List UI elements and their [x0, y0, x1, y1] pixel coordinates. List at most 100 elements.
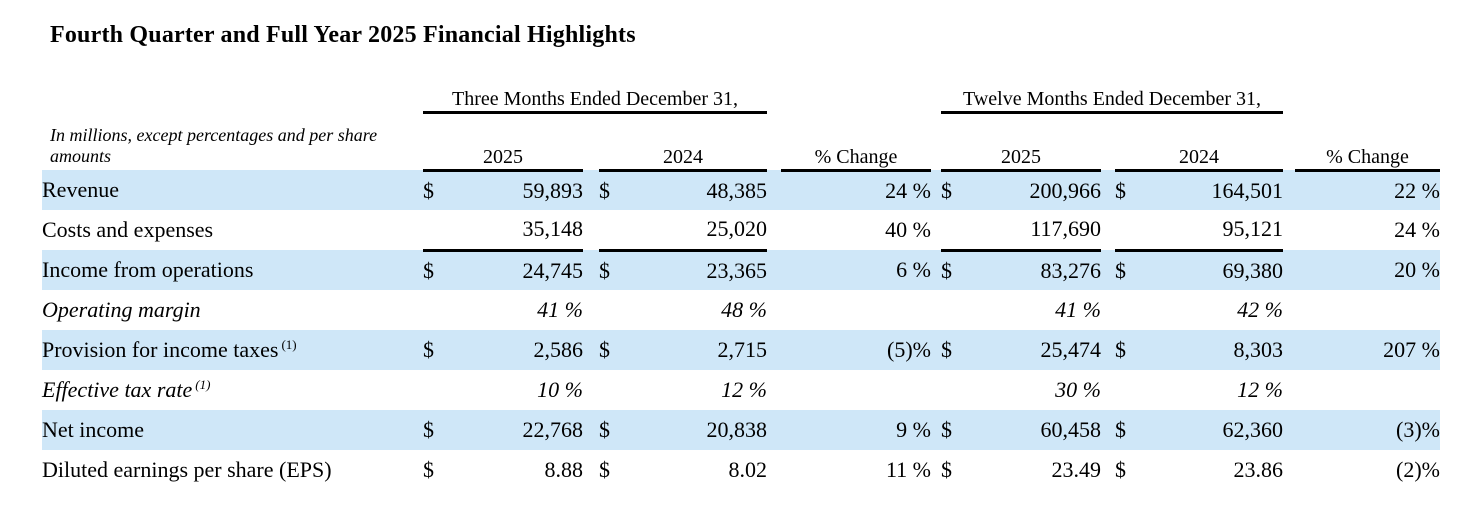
- row-label-text: Effective tax rate: [42, 377, 193, 402]
- pct-change-cell: (2)%: [1396, 457, 1440, 482]
- spacer: [42, 80, 423, 112]
- spacer: [1101, 410, 1115, 450]
- spacer: [931, 170, 941, 210]
- spacer: [931, 112, 941, 170]
- spacer: [583, 450, 599, 490]
- currency-symbol: $: [941, 330, 973, 370]
- value-cell: 83,276: [973, 250, 1101, 290]
- value-cell: 48,385: [631, 170, 767, 210]
- spacer: [931, 370, 941, 410]
- currency-symbol: $: [599, 457, 610, 482]
- pct-change-cell: 207 %: [1295, 330, 1440, 370]
- row-label: Diluted earnings per share (EPS): [42, 457, 332, 482]
- value-cell: 12 %: [1237, 377, 1283, 402]
- group-header-three-months: Three Months Ended December 31,: [423, 80, 767, 114]
- row-label: Revenue: [42, 170, 423, 210]
- column-header-row: In millions, except percentages and per …: [42, 112, 1440, 172]
- value-cell: 20,838: [631, 410, 767, 450]
- value-cell: 8.02: [728, 457, 768, 482]
- spacer: [1101, 290, 1115, 330]
- row-label-text: Provision for income taxes: [42, 337, 279, 362]
- footnote-marker: (1): [281, 336, 297, 352]
- currency-symbol: [599, 290, 631, 330]
- value-cell: 25,020: [631, 210, 767, 252]
- value-cell: 23.49: [1051, 457, 1102, 482]
- currency-symbol: [423, 290, 455, 330]
- table-row-income-from-operations: Income from operations $ 24,745 $ 23,365…: [42, 250, 1440, 290]
- currency-symbol: $: [599, 410, 631, 450]
- value-cell: 2,586: [455, 330, 583, 370]
- table-row-revenue: Revenue $ 59,893 $ 48,385 24 % $ 200,966…: [42, 170, 1440, 210]
- currency-symbol: $: [423, 457, 434, 482]
- currency-symbol: [941, 290, 973, 330]
- table-row-net-income: Net income $ 22,768 $ 20,838 9 % $ 60,45…: [42, 410, 1440, 450]
- pct-change-cell: 6 %: [781, 250, 931, 290]
- currency-symbol: [1115, 210, 1147, 252]
- spacer: [781, 80, 931, 112]
- currency-symbol: $: [1115, 410, 1147, 450]
- spacer: [1283, 170, 1295, 210]
- spacer: [1283, 290, 1295, 330]
- financial-highlights-table: Three Months Ended December 31, Twelve M…: [42, 80, 1440, 490]
- currency-symbol: $: [423, 330, 455, 370]
- currency-symbol: $: [1115, 330, 1147, 370]
- row-label: Effective tax rate (1): [42, 370, 423, 410]
- currency-symbol: [599, 370, 631, 410]
- spacer: [931, 410, 941, 450]
- value-cell: 48 %: [721, 297, 767, 322]
- pct-change-cell: [1295, 370, 1440, 410]
- value-cell: 8.88: [544, 457, 584, 482]
- value-cell: 24,745: [455, 250, 583, 290]
- spacer: [1283, 112, 1295, 170]
- currency-symbol: $: [941, 170, 973, 210]
- spacer: [767, 290, 781, 330]
- value-cell: 164,501: [1147, 170, 1283, 210]
- row-label: Provision for income taxes (1): [42, 330, 423, 370]
- col-header-2025-fy: 2025: [941, 112, 1101, 172]
- value-cell: 35,148: [455, 210, 583, 252]
- currency-symbol: [1115, 290, 1147, 330]
- col-header-2024-fy: 2024: [1115, 112, 1283, 172]
- spacer: [583, 330, 599, 370]
- spacer: [1283, 210, 1295, 250]
- spacer: [1283, 330, 1295, 370]
- spacer: [767, 112, 781, 170]
- currency-symbol: $: [941, 250, 973, 290]
- spacer: [767, 210, 781, 250]
- currency-symbol: $: [423, 410, 455, 450]
- units-note: In millions, except percentages and per …: [50, 124, 378, 166]
- pct-change-cell: [1295, 290, 1440, 330]
- value-cell: 117,690: [973, 210, 1101, 252]
- spacer: [767, 450, 781, 490]
- table-row-operating-margin: Operating margin 41 % 48 % 41 % 42 %: [42, 290, 1440, 330]
- spacer: [1283, 370, 1295, 410]
- currency-symbol: $: [599, 250, 631, 290]
- pct-change-cell: (3)%: [1295, 410, 1440, 450]
- spacer: [1101, 330, 1115, 370]
- value-cell: 12 %: [721, 377, 767, 402]
- currency-symbol: [1115, 370, 1147, 410]
- spacer: [1101, 370, 1115, 410]
- value-cell: 59,893: [455, 170, 583, 210]
- pct-change-cell: 11 %: [885, 457, 931, 482]
- spacer: [767, 250, 781, 290]
- value-cell: 22,768: [455, 410, 583, 450]
- page-title: Fourth Quarter and Full Year 2025 Financ…: [50, 22, 636, 48]
- pct-change-cell: (5)%: [781, 330, 931, 370]
- table-row-provision-for-income-taxes: Provision for income taxes (1) $ 2,586 $ …: [42, 330, 1440, 370]
- group-header-twelve-months: Twelve Months Ended December 31,: [941, 80, 1283, 114]
- spacer: [583, 210, 599, 250]
- pct-change-cell: 9 %: [781, 410, 931, 450]
- pct-change-cell: [781, 290, 931, 330]
- value-cell: 8,303: [1147, 330, 1283, 370]
- currency-symbol: [423, 210, 455, 252]
- currency-symbol: [599, 210, 631, 252]
- footnote-marker: (1): [195, 376, 211, 392]
- value-cell: 23.86: [1233, 457, 1284, 482]
- units-note-cell: In millions, except percentages and per …: [42, 112, 423, 170]
- spacer: [1101, 250, 1115, 290]
- currency-symbol: $: [1115, 250, 1147, 290]
- col-header-pct-change-fy: % Change: [1295, 112, 1440, 172]
- pct-change-cell: 24 %: [781, 170, 931, 210]
- spacer: [931, 450, 941, 490]
